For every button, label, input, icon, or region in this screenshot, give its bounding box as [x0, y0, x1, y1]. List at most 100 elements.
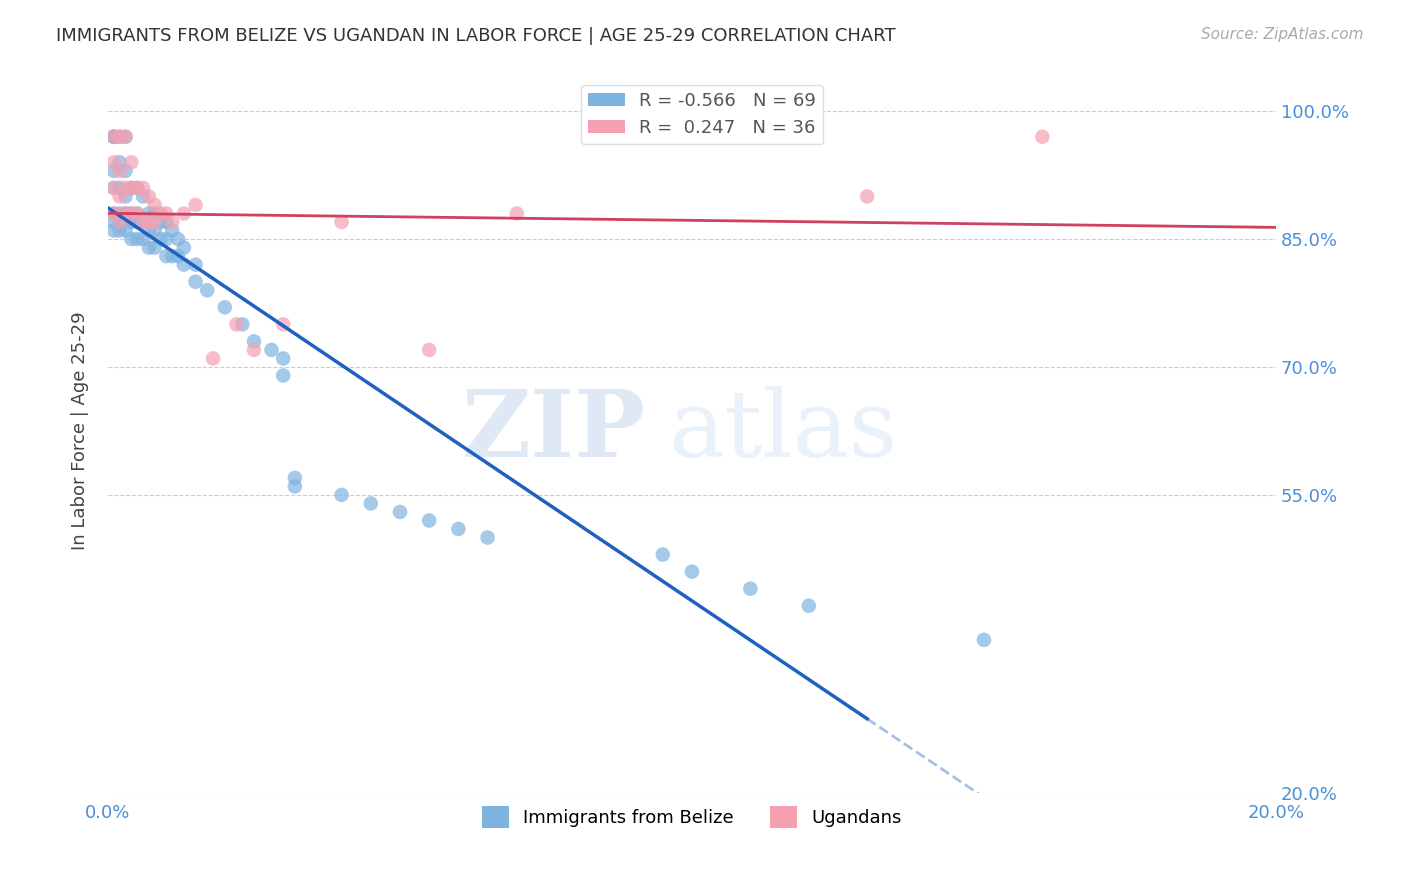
- Point: [160, 249, 183, 263]
- Point: [132, 215, 155, 229]
- Point: [120, 181, 142, 195]
- Text: ZIP: ZIP: [461, 386, 645, 476]
- Point: [132, 232, 155, 246]
- Point: [143, 206, 166, 220]
- Point: [149, 232, 172, 246]
- Point: [284, 471, 307, 485]
- Point: [120, 206, 142, 220]
- Point: [155, 232, 177, 246]
- Point: [797, 599, 820, 613]
- Point: [214, 300, 236, 314]
- Point: [173, 206, 195, 220]
- Point: [143, 215, 166, 229]
- Point: [138, 223, 160, 237]
- Point: [167, 249, 190, 263]
- Point: [114, 206, 136, 220]
- Point: [138, 215, 160, 229]
- Point: [103, 164, 125, 178]
- Point: [108, 215, 131, 229]
- Point: [120, 206, 142, 220]
- Point: [167, 232, 190, 246]
- Point: [143, 241, 166, 255]
- Point: [103, 129, 125, 144]
- Point: [127, 206, 149, 220]
- Point: [132, 215, 155, 229]
- Point: [132, 189, 155, 203]
- Point: [127, 232, 149, 246]
- Text: Source: ZipAtlas.com: Source: ZipAtlas.com: [1201, 27, 1364, 42]
- Point: [271, 318, 294, 332]
- Point: [388, 505, 411, 519]
- Point: [477, 531, 499, 545]
- Point: [132, 181, 155, 195]
- Text: atlas: atlas: [669, 386, 898, 476]
- Point: [418, 343, 440, 357]
- Point: [360, 496, 382, 510]
- Point: [973, 632, 995, 647]
- Point: [155, 206, 177, 220]
- Point: [740, 582, 762, 596]
- Point: [173, 241, 195, 255]
- Point: [114, 223, 136, 237]
- Point: [108, 129, 131, 144]
- Point: [127, 181, 149, 195]
- Point: [160, 223, 183, 237]
- Point: [114, 181, 136, 195]
- Point: [114, 189, 136, 203]
- Point: [108, 129, 131, 144]
- Point: [143, 223, 166, 237]
- Point: [108, 215, 131, 229]
- Point: [330, 215, 353, 229]
- Point: [103, 206, 125, 220]
- Point: [120, 155, 142, 169]
- Point: [108, 206, 131, 220]
- Point: [103, 129, 125, 144]
- Point: [243, 343, 266, 357]
- Point: [260, 343, 283, 357]
- Point: [1031, 129, 1053, 144]
- Point: [184, 275, 207, 289]
- Point: [138, 241, 160, 255]
- Point: [231, 318, 253, 332]
- Point: [184, 258, 207, 272]
- Y-axis label: In Labor Force | Age 25-29: In Labor Force | Age 25-29: [72, 311, 89, 550]
- Point: [138, 189, 160, 203]
- Point: [114, 129, 136, 144]
- Point: [120, 215, 142, 229]
- Point: [149, 206, 172, 220]
- Point: [103, 129, 125, 144]
- Point: [418, 513, 440, 527]
- Point: [103, 181, 125, 195]
- Point: [103, 206, 125, 220]
- Point: [155, 215, 177, 229]
- Point: [120, 232, 142, 246]
- Point: [103, 223, 125, 237]
- Point: [120, 181, 142, 195]
- Point: [284, 479, 307, 493]
- Point: [138, 206, 160, 220]
- Point: [173, 258, 195, 272]
- Text: IMMIGRANTS FROM BELIZE VS UGANDAN IN LABOR FORCE | AGE 25-29 CORRELATION CHART: IMMIGRANTS FROM BELIZE VS UGANDAN IN LAB…: [56, 27, 896, 45]
- Point: [108, 164, 131, 178]
- Point: [108, 223, 131, 237]
- Point: [114, 206, 136, 220]
- Point: [447, 522, 470, 536]
- Point: [195, 283, 218, 297]
- Point: [155, 249, 177, 263]
- Point: [271, 351, 294, 366]
- Legend: Immigrants from Belize, Ugandans: Immigrants from Belize, Ugandans: [475, 798, 910, 835]
- Point: [108, 181, 131, 195]
- Point: [108, 189, 131, 203]
- Point: [184, 198, 207, 212]
- Point: [330, 488, 353, 502]
- Point: [243, 334, 266, 349]
- Point: [651, 548, 673, 562]
- Point: [127, 215, 149, 229]
- Point: [271, 368, 294, 383]
- Point: [681, 565, 703, 579]
- Point: [114, 164, 136, 178]
- Point: [127, 181, 149, 195]
- Point: [202, 351, 225, 366]
- Point: [160, 215, 183, 229]
- Point: [103, 215, 125, 229]
